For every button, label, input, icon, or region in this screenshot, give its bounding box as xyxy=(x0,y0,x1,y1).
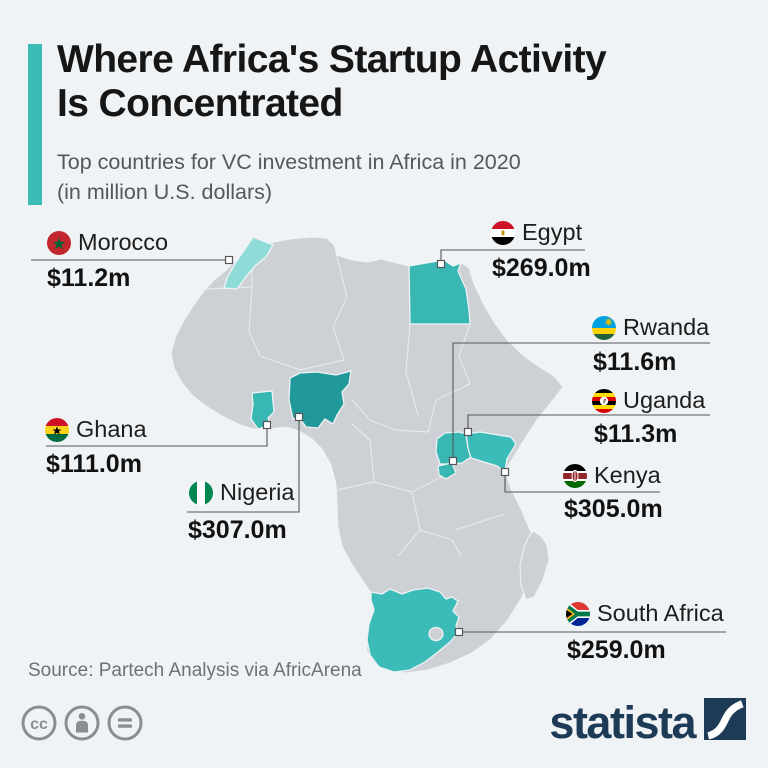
map-markers xyxy=(224,255,510,637)
attribution-person-icon[interactable] xyxy=(63,704,101,742)
cc-icon[interactable]: cc xyxy=(20,704,58,742)
country-value-morocco: $11.2m xyxy=(47,264,131,292)
label-kenya: Kenya xyxy=(563,462,661,489)
country-name-morocco: Morocco xyxy=(78,229,169,255)
label-egypt: Egypt xyxy=(491,219,582,246)
label-south-africa: South Africa xyxy=(566,600,724,627)
country-borders xyxy=(206,252,506,557)
country-name-uganda: Uganda xyxy=(623,387,706,413)
marker-nigeria xyxy=(294,412,304,422)
country-value-nigeria: $307.0m xyxy=(188,516,287,544)
title-line-1: Where Africa's Startup Activity xyxy=(57,38,607,81)
title-accent-bar xyxy=(28,44,42,205)
label-morocco: Morocco xyxy=(47,229,168,256)
country-name-kenya: Kenya xyxy=(594,462,661,488)
subtitle-line-2: (in million U.S. dollars) xyxy=(57,180,273,205)
country-value-rwanda: $11.6m xyxy=(593,348,677,376)
country-name-egypt: Egypt xyxy=(522,219,583,245)
country-value-egypt: $269.0m xyxy=(492,254,591,282)
callout-line-ghana xyxy=(46,429,268,447)
page-subtitle: Top countries for VC investment in Afric… xyxy=(57,147,521,207)
callout-line-rwanda xyxy=(452,342,710,457)
statista-wordmark: statista xyxy=(549,697,696,748)
kenya-flag-icon xyxy=(563,463,587,488)
rwanda-flag-icon xyxy=(592,315,616,340)
marker-south-africa xyxy=(454,627,464,637)
uganda-flag-icon xyxy=(592,388,616,413)
country-name-ghana: Ghana xyxy=(76,416,147,442)
south-africa-flag-icon xyxy=(566,601,590,626)
country-value-south-africa: $259.0m xyxy=(567,636,666,664)
marker-rwanda xyxy=(448,456,458,466)
page-title: Where Africa's Startup Activity Is Conce… xyxy=(57,38,607,125)
source-text: Source: Partech Analysis via AfricArena xyxy=(28,660,362,681)
label-ghana: Ghana xyxy=(45,416,147,443)
title-line-2: Is Concentrated xyxy=(57,81,343,125)
ghana-flag-icon xyxy=(45,417,69,442)
map-country-morocco xyxy=(223,236,274,290)
callout-line-nigeria xyxy=(187,421,300,513)
no-derivatives-equals-icon[interactable] xyxy=(106,704,144,742)
map-country-kenya xyxy=(465,431,517,474)
country-value-uganda: $11.3m xyxy=(594,420,678,448)
country-name-south-africa: South Africa xyxy=(597,600,724,626)
license-icons[interactable]: cc xyxy=(20,704,144,742)
label-rwanda: Rwanda xyxy=(592,314,709,341)
statista-logo-icon xyxy=(704,698,746,740)
callout-line-kenya xyxy=(504,476,660,493)
marker-uganda xyxy=(463,427,473,437)
label-uganda: Uganda xyxy=(592,387,705,414)
madagascar-shape xyxy=(519,530,550,601)
country-name-rwanda: Rwanda xyxy=(623,314,710,340)
subtitle-line-1: Top countries for VC investment in Afric… xyxy=(57,150,521,174)
marker-kenya xyxy=(500,467,510,477)
marker-ghana xyxy=(262,420,272,430)
country-value-ghana: $111.0m xyxy=(46,450,142,478)
morocco-flag-icon xyxy=(47,230,71,255)
svg-text:cc: cc xyxy=(30,716,48,733)
label-nigeria: Nigeria xyxy=(189,479,294,506)
marker-egypt xyxy=(436,259,446,269)
country-name-nigeria: Nigeria xyxy=(220,479,295,505)
callout-lines xyxy=(31,249,726,633)
callout-line-uganda xyxy=(467,414,710,428)
statista-logo[interactable]: statista xyxy=(549,698,746,745)
callout-line-egypt xyxy=(440,249,585,260)
nigeria-flag-icon xyxy=(189,480,213,505)
country-value-kenya: $305.0m xyxy=(564,495,663,523)
marker-morocco xyxy=(224,255,234,265)
egypt-flag-icon xyxy=(491,220,515,245)
